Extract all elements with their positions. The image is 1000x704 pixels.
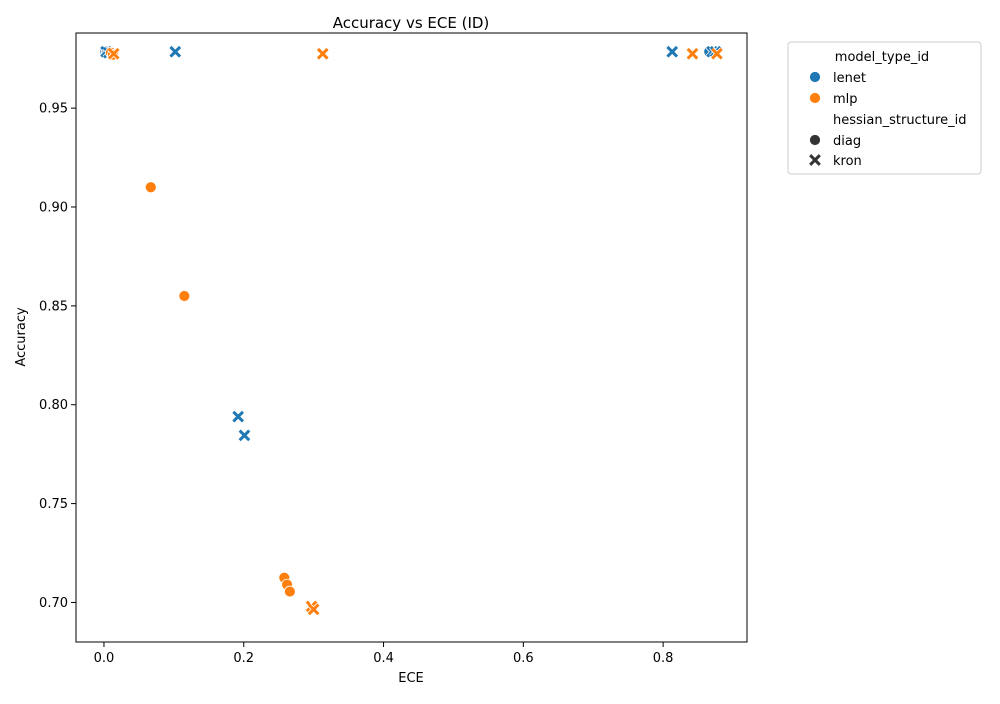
legend-marker-kron <box>809 154 821 166</box>
x-tick-label: 0.6 <box>513 651 534 666</box>
data-point-lenet-kron <box>168 45 182 59</box>
chart-title: Accuracy vs ECE (ID) <box>333 14 490 32</box>
data-point-mlp-kron <box>316 47 330 61</box>
legend-marker-lenet <box>809 71 821 83</box>
x-axis-ticks: 0.0 0.2 0.4 0.6 0.8 <box>94 642 674 666</box>
data-point-lenet-kron <box>231 410 245 424</box>
data-point-mlp-diag <box>144 181 157 194</box>
y-tick-label: 0.90 <box>39 201 68 216</box>
legend-hue-title: model_type_id <box>835 50 929 65</box>
legend-marker-mlp <box>809 92 821 104</box>
data-point-lenet-kron <box>665 45 679 59</box>
legend-marker-diag <box>809 134 821 146</box>
x-tick-label: 0.8 <box>653 651 674 666</box>
data-point-mlp-kron <box>710 47 724 61</box>
legend-style-title: hessian_structure_id <box>833 113 966 128</box>
y-tick-label: 0.70 <box>39 596 68 611</box>
y-tick-label: 0.95 <box>39 102 68 117</box>
y-axis-label: Accuracy <box>14 307 29 367</box>
y-tick-label: 0.75 <box>39 497 68 512</box>
axes-frame <box>75 32 748 643</box>
y-tick-label: 0.85 <box>39 299 68 314</box>
data-point-mlp-diag <box>178 290 191 302</box>
y-tick-label: 0.80 <box>39 398 68 413</box>
x-tick-label: 0.0 <box>94 651 115 666</box>
data-point-mlp-kron <box>307 602 321 616</box>
data-point-mlp-kron <box>107 47 121 61</box>
legend: model_type_id lenet mlp hessian_structur… <box>787 41 982 175</box>
legend-label-kron: kron <box>833 154 862 169</box>
y-axis-ticks: 0.70 0.75 0.80 0.85 0.90 0.95 <box>39 102 76 611</box>
x-tick-label: 0.4 <box>373 651 394 666</box>
data-point-mlp-kron <box>686 47 699 61</box>
legend-label-mlp: mlp <box>833 92 858 107</box>
legend-label-diag: diag <box>833 134 861 149</box>
x-axis-label: ECE <box>398 671 424 686</box>
legend-label-lenet: lenet <box>833 71 866 86</box>
data-point-mlp-diag <box>283 585 296 598</box>
legend-box <box>787 41 982 175</box>
x-tick-label: 0.2 <box>233 651 254 666</box>
data-point-lenet-kron <box>238 428 251 442</box>
data-points <box>99 45 724 616</box>
